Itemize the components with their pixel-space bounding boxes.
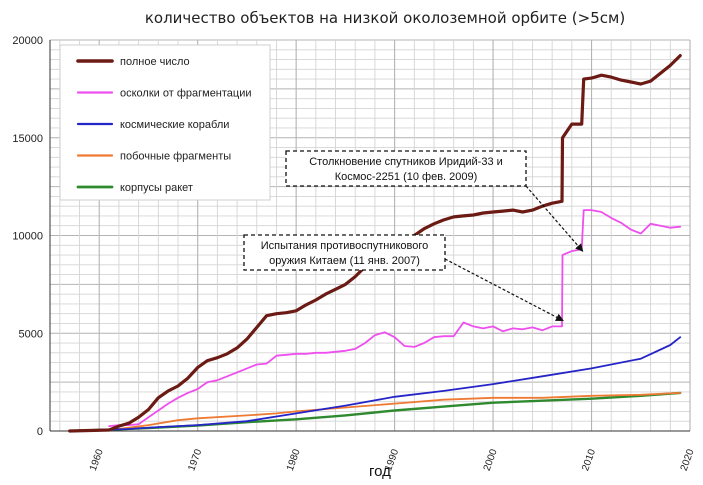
legend-label: полное число: [120, 56, 190, 68]
legend-box: [59, 44, 271, 201]
annotations: Столкновение спутников Иридий-33 и Космос…: [243, 150, 584, 322]
annotation-text: Столкновение спутников Иридий-33 и: [309, 156, 503, 168]
x-axis-label: год: [369, 463, 391, 480]
annotation-text: Космос-2251 (10 фев. 2009): [335, 171, 478, 183]
y-tick-label: 5000: [19, 328, 43, 340]
series-line: [118, 392, 682, 430]
annotation-text: оружия Китаем (11 янв. 2007): [269, 255, 420, 267]
x-tick-label: 2010: [580, 447, 598, 472]
annotation-box: [285, 150, 527, 187]
series-line: [108, 209, 682, 427]
y-tick-label: 10000: [12, 231, 43, 243]
x-tick-label: 2020: [679, 447, 697, 472]
y-tick-label: 15000: [12, 133, 43, 145]
annotation-arrow: [525, 185, 584, 252]
series-line: [68, 336, 682, 432]
x-tick-label: 2000: [482, 447, 500, 472]
legend-label: корпусы ракет: [120, 182, 193, 194]
annotation-text: Испытания противоспутникового: [261, 240, 429, 252]
legend-label: космические корабли: [120, 119, 229, 131]
legend: полное число осколки от фрагментации косми…: [59, 44, 271, 201]
x-tick-label: 1960: [88, 447, 106, 472]
annotation-arrow: [444, 258, 564, 322]
y-tick-label: 0: [37, 426, 43, 438]
y-tick-label: 20000: [12, 35, 43, 47]
x-tick-label: 1970: [186, 447, 204, 472]
legend-label: осколки от фрагментации: [120, 88, 252, 100]
annotation-box: [243, 234, 446, 271]
x-tick-label: 1980: [285, 447, 303, 472]
legend-label: побочные фрагменты: [120, 151, 231, 163]
chart-title: количество объектов на низкой околоземно…: [145, 9, 625, 27]
